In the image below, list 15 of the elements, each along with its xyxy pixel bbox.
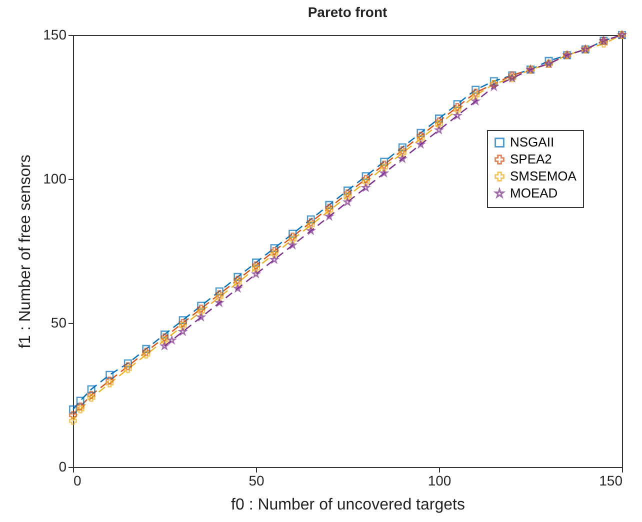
y-tick-label: 50: [50, 314, 67, 330]
y-tick-label: 150: [43, 26, 67, 42]
x-axis-title: f0 : Number of uncovered targets: [231, 496, 465, 514]
legend-label: SPEA2: [510, 152, 552, 167]
y-tick-label: 0: [58, 458, 67, 474]
legend-label: NSGAII: [510, 134, 554, 150]
x-tick-label: 150: [599, 472, 623, 488]
chart-title: Pareto front: [308, 4, 388, 20]
legend-label: MOEAD: [510, 186, 558, 201]
x-tick-label: 50: [248, 472, 264, 488]
y-axis-title: f1 : Number of free sensors: [17, 154, 34, 348]
x-tick-label: 0: [74, 472, 82, 488]
y-tick-label: 100: [43, 170, 67, 186]
x-tick-label: 100: [428, 472, 452, 488]
legend-label: SMSEMOA: [510, 168, 577, 184]
